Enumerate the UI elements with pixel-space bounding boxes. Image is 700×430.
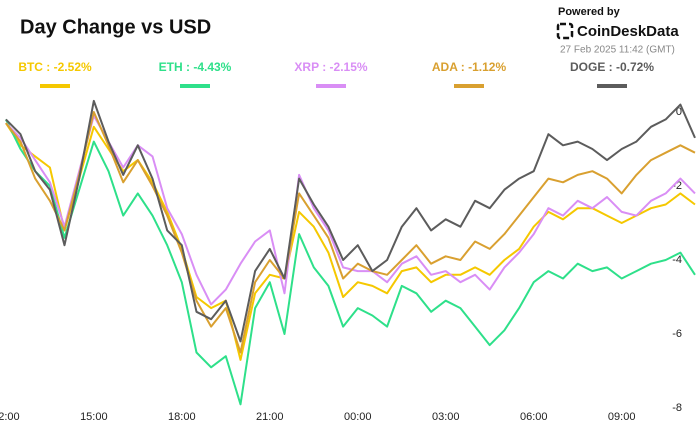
y-tick-label: -8	[672, 402, 682, 414]
x-tick-label: 21:00	[256, 411, 284, 423]
legend-label: DOGE : -0.72%	[570, 60, 654, 74]
brand-name: CoinDeskData	[577, 23, 679, 40]
series-line	[5, 118, 696, 406]
y-tick-label: -6	[672, 328, 682, 340]
legend-label: XRP : -2.15%	[294, 60, 367, 74]
series-line	[5, 114, 696, 306]
series-line	[5, 122, 696, 361]
y-tick-label: -2	[672, 180, 682, 192]
chart-title: Day Change vs USD	[20, 16, 211, 38]
x-tick-label: 18:00	[168, 411, 196, 423]
x-tick-label: 15:00	[80, 411, 108, 423]
series-line	[5, 99, 696, 343]
x-tick-label: 00:00	[344, 411, 372, 423]
powered-by: Powered by	[558, 6, 621, 18]
series-line	[5, 111, 696, 354]
x-tick-label: 06:00	[520, 411, 548, 423]
y-tick-label: -4	[672, 254, 682, 266]
legend-label: BTC : -2.52%	[18, 60, 92, 74]
x-tick-label: 09:00	[608, 411, 636, 423]
brand-logo: CoinDeskData	[556, 22, 679, 40]
legend-label: ADA : -1.12%	[432, 60, 507, 74]
legend-label: ETH : -4.43%	[159, 60, 232, 74]
x-tick-label: 12:00	[0, 411, 20, 423]
timestamp: 27 Feb 2025 11:42 (GMT)	[560, 45, 675, 56]
x-tick-label: 03:00	[432, 411, 460, 423]
y-tick-label: 0	[676, 106, 682, 118]
